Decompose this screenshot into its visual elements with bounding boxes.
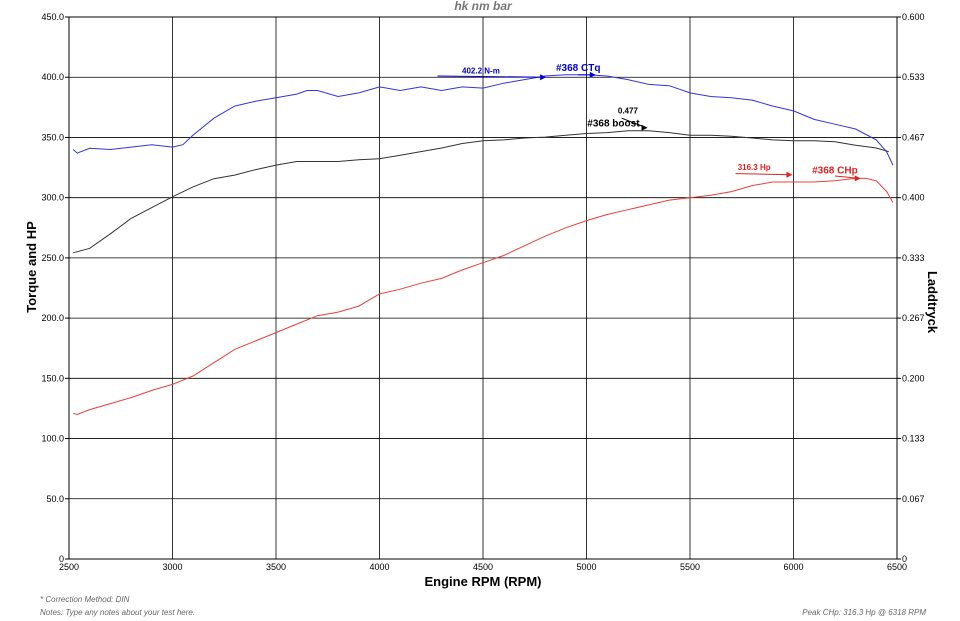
x-tick-label: 3500 [266,562,286,572]
y-tick-label: 400.0 [41,72,64,82]
y2-tick-label: 0 [902,554,907,564]
y2-tick-label: 0.267 [902,313,925,323]
annotation-arrow [589,71,596,78]
y-tick-label: 150.0 [41,373,64,383]
y2-tick-label: 0.467 [902,132,925,142]
y-tick-label: 450.0 [41,12,64,22]
x-tick-label: 5000 [576,562,596,572]
annotations: 402.2 N-m #368 CTq 0.477 #368 boost 316.3 Hp… [437,63,861,182]
series-line [72,74,894,166]
annotation-label: #368 boost [587,119,640,130]
y-tick-label: 100.0 [41,434,64,444]
correction-note: * Correction Method: DIN [40,595,130,604]
annotation-leader [437,75,546,78]
series-line [72,177,894,416]
peak-note: Peak CHp: 316.3 Hp @ 6318 RPM [802,608,926,617]
annotation-arrow [786,171,793,178]
x-tick-label: 3000 [162,562,182,572]
y-tick-label: 50.0 [46,494,64,504]
annotation-arrow [641,124,648,131]
y-tick-label: 350.0 [41,132,64,142]
plot-frame [68,16,898,560]
series-line [72,130,889,254]
y2-tick-label: 0.133 [902,434,925,444]
annotation-label: 0.477 [618,106,639,115]
y-tick-label: 250.0 [41,253,64,263]
x-tick-label: 2500 [59,562,79,572]
x-tick-label: 4000 [369,562,389,572]
y2-tick-label: 0.533 [902,72,925,82]
y2-tick-label: 0.400 [902,193,925,203]
y-axis-title: Torque and HP [24,221,39,313]
annotation-label: 402.2 N-m [462,67,500,76]
annotation-label: #368 CHp [812,166,858,177]
annotation-label: #368 CTq [556,63,600,74]
y2-axis-title: Laddtryck [925,271,940,334]
chart-title: hk nm bar [454,0,513,13]
annotation-label: 316.3 Hp [738,163,771,172]
y-tick-label: 300.0 [41,193,64,203]
x-tick-label: 6000 [783,562,803,572]
annotation-leader [735,173,792,176]
x-tick-label: 6500 [887,562,907,572]
notes-line: Notes: Type any notes about your test he… [40,608,195,617]
y2-tick-label: 0.200 [902,373,925,383]
y-tick-label: 200.0 [41,313,64,323]
annotation-arrow [854,175,861,182]
x-axis-title: Engine RPM (RPM) [425,574,542,589]
y2-tick-label: 0.333 [902,253,925,263]
y2-tick-label: 0.600 [902,12,925,22]
y-tick-label: 0 [59,554,64,564]
annotation-arrow [540,74,547,81]
x-tick-label: 4500 [473,562,493,572]
series-group [72,74,894,416]
grid [69,17,897,559]
y2-tick-label: 0.067 [902,494,925,504]
x-tick-label: 5500 [680,562,700,572]
